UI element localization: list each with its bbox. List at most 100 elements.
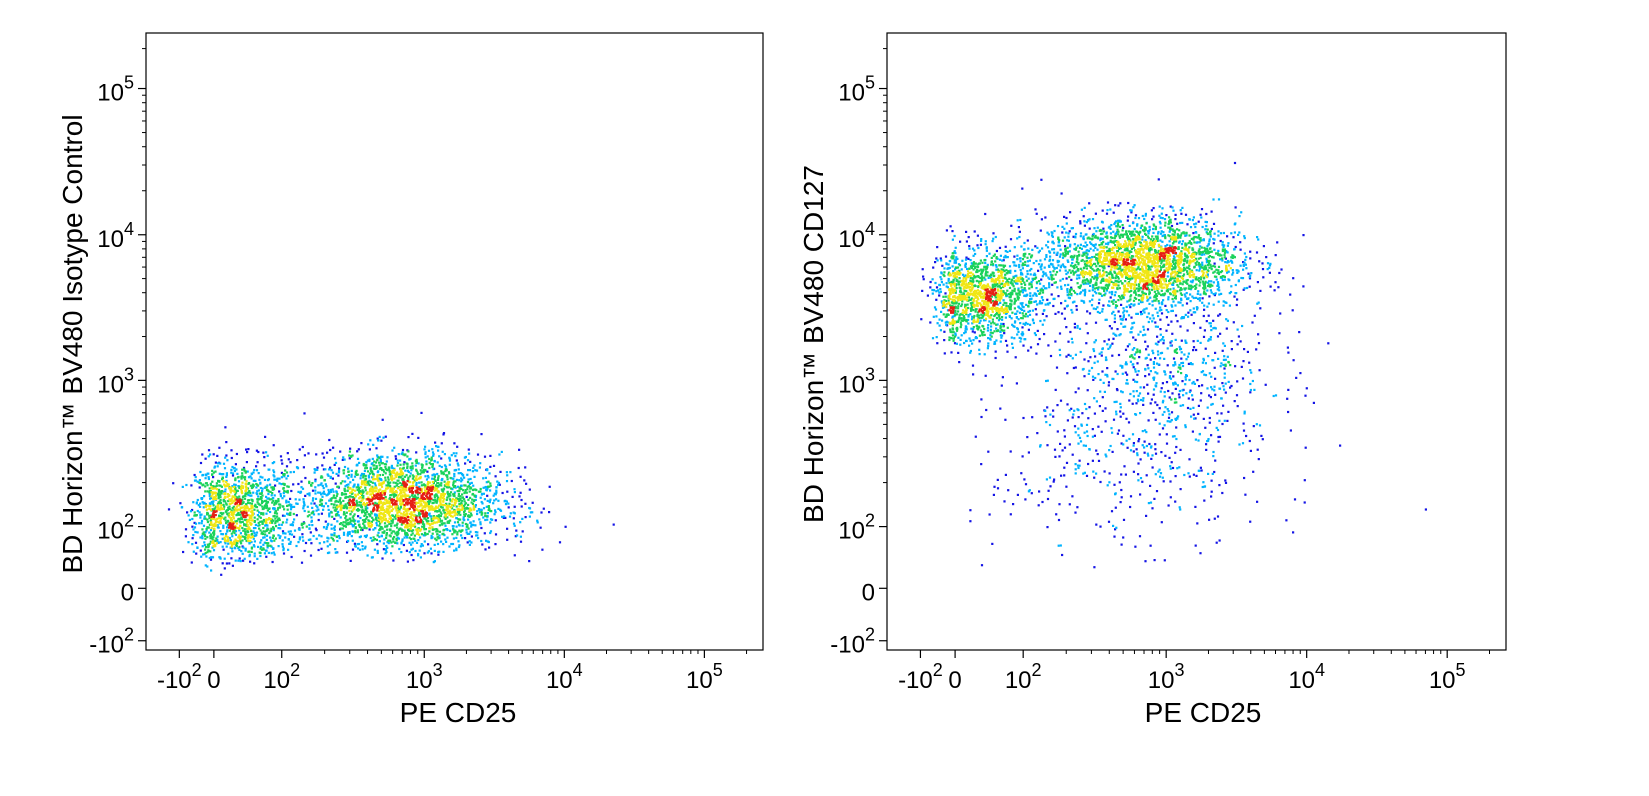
event-point (242, 509, 246, 512)
event-point (391, 449, 394, 452)
event-point (224, 496, 227, 499)
event-point (270, 498, 273, 501)
event-point (317, 513, 320, 516)
event-point (1021, 455, 1024, 458)
event-point (241, 511, 244, 514)
event-point (368, 498, 371, 501)
event-point (426, 483, 429, 486)
event-point (399, 515, 402, 518)
event-point (213, 527, 216, 531)
event-point (1253, 314, 1256, 317)
event-point (1061, 277, 1064, 281)
event-point (204, 503, 207, 506)
event-point (1126, 300, 1129, 303)
event-point (398, 473, 402, 476)
event-point (373, 482, 377, 485)
event-point (332, 494, 335, 497)
event-point (363, 483, 366, 486)
event-point (333, 534, 336, 537)
event-point (370, 539, 374, 542)
event-point (407, 494, 410, 497)
event-point (427, 513, 431, 516)
event-point (347, 521, 350, 524)
event-point (400, 503, 403, 506)
event-point (209, 558, 213, 561)
event-point (414, 507, 417, 510)
event-point (433, 549, 436, 552)
event-point (385, 525, 388, 528)
event-point (392, 498, 396, 501)
event-point (1298, 331, 1301, 334)
event-point (1103, 470, 1106, 473)
event-point (1136, 362, 1139, 365)
event-point (1132, 470, 1135, 473)
event-point (220, 492, 223, 495)
event-point (421, 494, 424, 497)
event-point (947, 279, 950, 282)
event-point (250, 510, 253, 513)
event-point (210, 527, 213, 530)
event-point (311, 511, 314, 514)
event-point (373, 494, 376, 497)
event-point (1041, 247, 1044, 250)
event-point (404, 482, 407, 485)
event-point (314, 486, 317, 489)
event-point (233, 526, 237, 529)
event-point (236, 489, 239, 492)
event-point (1034, 245, 1037, 248)
event-point (406, 522, 409, 525)
event-point (934, 261, 937, 264)
event-point (1221, 349, 1224, 352)
event-point (1004, 473, 1007, 476)
event-point (427, 509, 431, 512)
event-point (1264, 383, 1267, 386)
event-point (233, 499, 236, 502)
event-point (234, 463, 237, 466)
event-point (447, 471, 451, 474)
event-point (461, 529, 464, 532)
event-point (463, 476, 466, 479)
event-point (528, 506, 531, 510)
event-point (1214, 459, 1217, 462)
event-point (238, 534, 241, 537)
event-point (228, 536, 231, 540)
event-point (1216, 335, 1220, 338)
event-point (1257, 333, 1260, 336)
event-point (1073, 326, 1076, 329)
event-point (241, 468, 244, 471)
event-point (295, 514, 298, 517)
event-point (376, 509, 379, 512)
event-point (449, 499, 452, 502)
event-point (214, 470, 217, 473)
event-point (196, 480, 199, 483)
event-point (260, 492, 263, 495)
event-point (427, 449, 431, 452)
event-point (457, 495, 460, 498)
event-point (393, 535, 396, 539)
event-point (389, 472, 392, 475)
event-point (528, 488, 531, 491)
event-point (382, 513, 385, 516)
event-point (413, 522, 416, 525)
event-point (260, 496, 263, 500)
event-point (1058, 455, 1061, 458)
event-point (418, 476, 421, 479)
event-point (193, 473, 196, 477)
event-point (280, 459, 283, 462)
event-point (289, 513, 292, 516)
event-point (435, 493, 438, 496)
event-point (374, 490, 377, 493)
event-point (476, 531, 479, 534)
event-point (379, 460, 382, 463)
event-point (405, 524, 408, 527)
event-point (289, 540, 292, 543)
event-point (201, 501, 204, 504)
event-point (378, 477, 381, 480)
event-point (444, 468, 447, 471)
event-point (1213, 262, 1216, 265)
event-point (1149, 544, 1152, 547)
event-point (190, 484, 193, 487)
event-point (214, 518, 217, 521)
event-point (1212, 222, 1216, 225)
event-point (388, 500, 391, 503)
